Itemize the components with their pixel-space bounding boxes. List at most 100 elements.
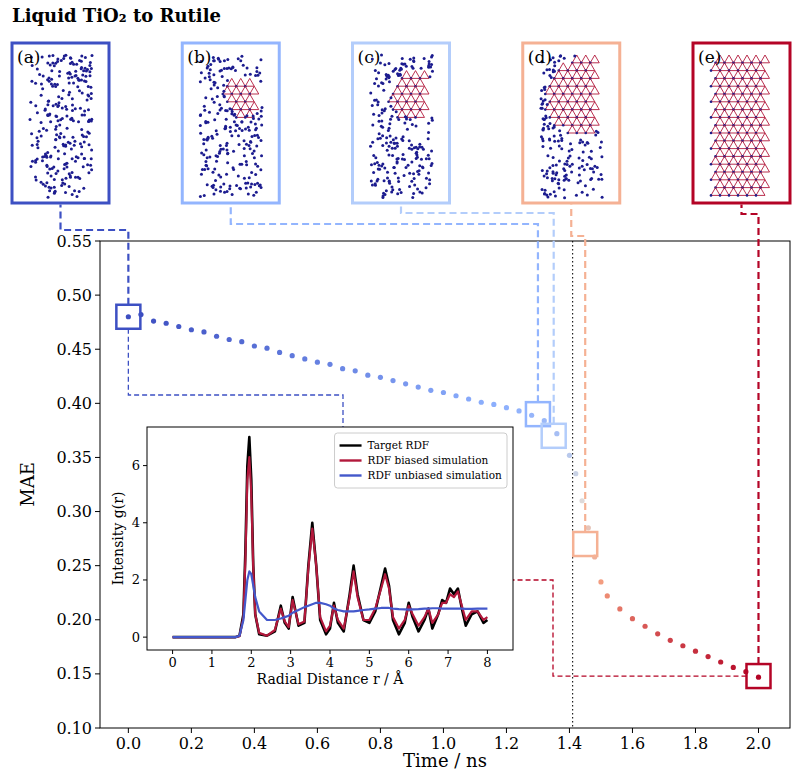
atom [542,71,545,74]
atom [259,168,262,171]
atom [393,142,396,145]
connector [571,205,585,533]
crystal-cell [563,102,572,110]
atom [73,140,76,143]
atom [80,145,83,148]
atom [386,176,389,179]
atom [53,178,56,181]
crystal-cell [590,117,599,125]
crystal-cell [563,117,572,125]
atom [46,78,49,81]
x-tick [632,728,633,733]
atom [42,74,45,77]
crystal-cell [577,110,586,118]
atom [87,120,90,123]
atom [63,182,66,185]
atom [223,127,226,130]
atom [45,181,48,184]
atom [543,193,546,196]
atom [557,140,560,143]
atom [548,122,551,125]
atom [69,62,72,65]
inset-y-tick [143,637,147,638]
atom [601,196,604,199]
data-point [126,314,131,319]
atom [215,129,218,132]
atom [430,162,433,165]
data-point [176,324,181,329]
atom [559,54,562,57]
atom [385,74,388,77]
legend-label: RDF biased simulation [368,454,489,466]
atom [558,159,561,162]
y-tick [95,673,100,674]
atom [82,69,85,72]
atom [599,146,602,149]
crystal-cell [729,78,738,86]
crystal-cell [747,156,756,164]
crystal-cell [729,172,738,180]
atom [409,58,412,61]
snapshot-frame [693,43,790,203]
atom [71,104,74,107]
atom [584,132,587,135]
y-tick-label: 0.30 [56,502,92,521]
atom [385,142,388,145]
inset-x-tick [211,650,212,654]
atom [592,188,595,191]
data-point [441,390,446,395]
atom [719,194,722,197]
atom [428,63,431,66]
atom [223,95,226,98]
crystal-cell [232,102,241,110]
data-point [164,321,169,326]
atom [54,146,57,149]
x-tick [254,728,255,733]
data-point [290,353,295,358]
data-point [598,579,603,584]
crystal-cell [743,180,752,188]
crystal-cell [716,102,725,110]
atom [578,166,581,169]
snapshot-marker [573,532,597,556]
crystal-cell [586,94,595,102]
atom [88,143,91,146]
atom [546,125,549,128]
crystal-cell [752,86,761,94]
connector [742,205,759,665]
x-tick-label: 2.0 [746,734,771,753]
atom [90,97,93,100]
snapshot-ground [353,43,450,203]
atom [208,72,211,75]
atom [400,62,403,65]
atom [260,154,263,157]
atom [586,142,589,145]
atom [376,103,379,106]
atom [592,171,595,174]
atom [38,73,41,76]
inset-x-tick-label: 2 [247,655,255,670]
atom [382,89,385,92]
atom [89,61,92,64]
atom [376,137,379,140]
data-point [227,337,232,342]
atom [396,145,399,148]
atom [412,67,415,70]
atom [546,176,549,179]
crystal-cell [568,110,577,118]
atom [206,183,209,186]
atom [245,160,248,163]
atom [254,123,257,126]
atom [378,164,381,167]
atom [385,136,388,139]
snapshot-atoms [369,54,434,199]
atom [205,148,208,151]
inset-x-tick [448,650,449,654]
atom [431,70,434,73]
atom [552,156,555,159]
vertical-line [572,241,573,728]
crystal-cell [711,141,720,149]
atom [219,176,222,179]
atom [249,147,252,150]
atom [408,185,411,188]
